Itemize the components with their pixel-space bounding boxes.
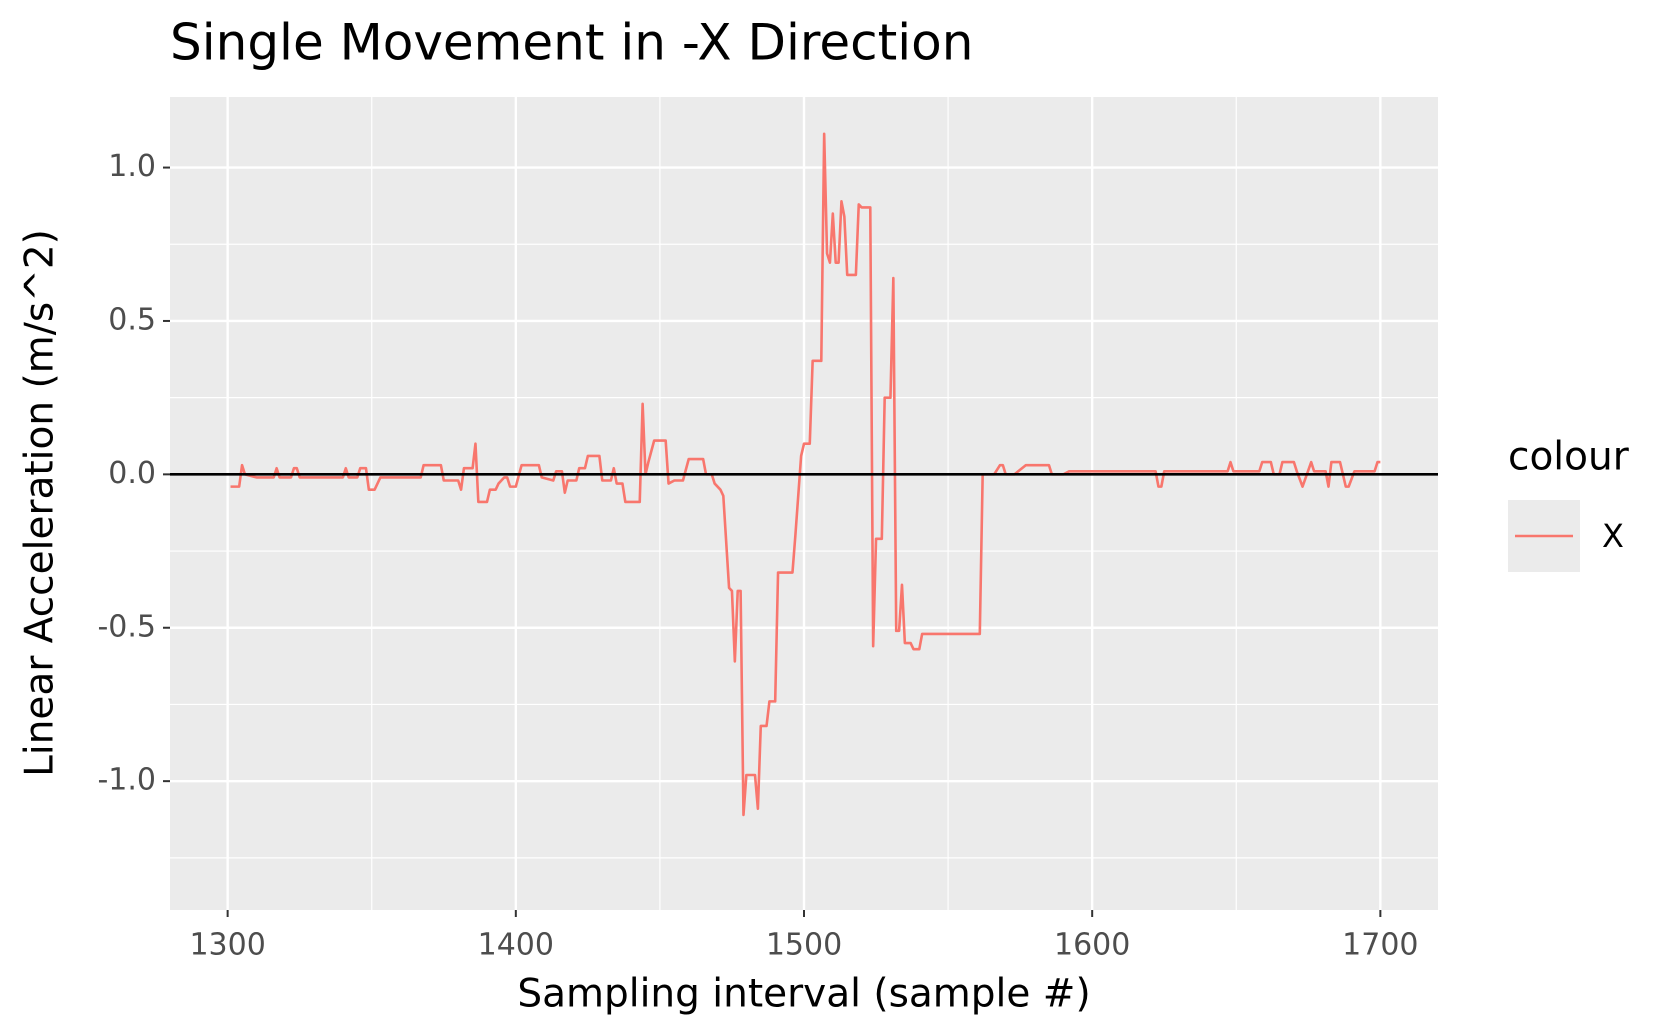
x-tick-label: 1600	[1054, 928, 1130, 963]
x-tick-label: 1700	[1342, 928, 1418, 963]
legend-title: colour	[1508, 435, 1630, 480]
y-tick-label: -0.5	[97, 609, 156, 644]
y-tick-label: -1.0	[97, 763, 156, 798]
x-tick-label: 1300	[189, 928, 265, 963]
y-axis-title: Linear Acceleration (m/s^2)	[18, 229, 63, 777]
x-axis-title: Sampling interval (sample #)	[517, 972, 1090, 1017]
y-tick-label: 1.0	[108, 149, 156, 184]
data-line	[230, 132, 1381, 817]
x-tick-label: 1500	[766, 928, 842, 963]
chart-title: Single Movement in -X Direction	[170, 14, 973, 72]
y-tick-label: 0.5	[108, 302, 156, 337]
x-tick-label: 1400	[478, 928, 554, 963]
y-tick-label: 0.0	[108, 456, 156, 491]
legend-label: X	[1602, 517, 1624, 555]
